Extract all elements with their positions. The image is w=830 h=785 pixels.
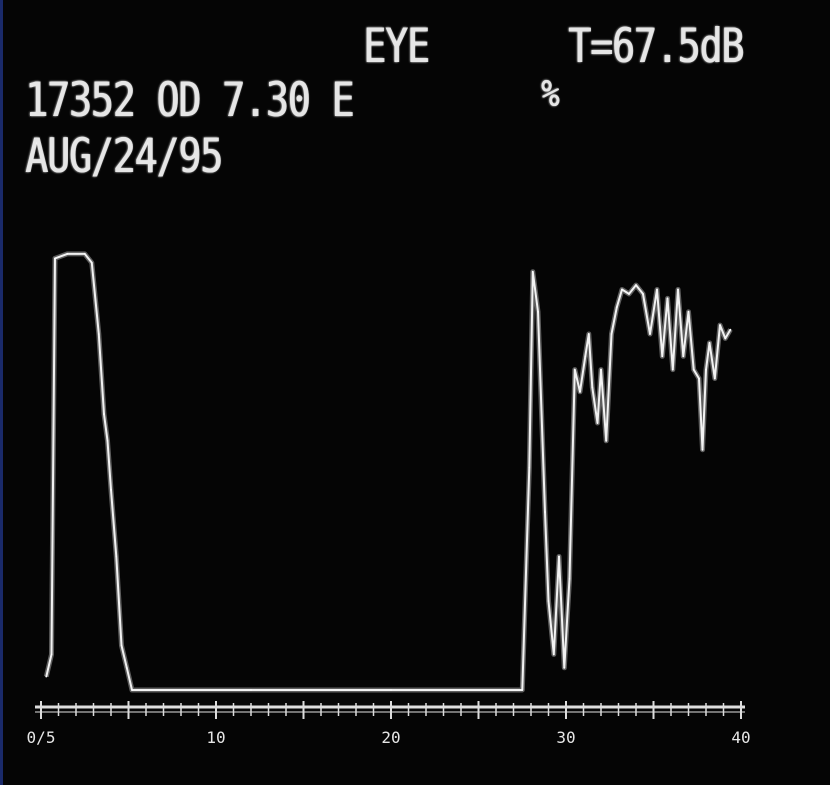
trace-point xyxy=(677,289,679,291)
trace-point xyxy=(605,440,607,442)
trace-line xyxy=(46,254,730,690)
trace-point xyxy=(91,262,93,264)
trace-point xyxy=(45,676,47,678)
trace-point xyxy=(521,689,523,691)
trace-point xyxy=(110,489,112,491)
trace-point xyxy=(693,369,695,371)
trace-point xyxy=(719,324,721,326)
trace-point xyxy=(84,253,86,255)
trace-point xyxy=(698,378,700,380)
x-axis: 0/5 10 20 30 40 xyxy=(27,701,751,747)
trace-point xyxy=(628,293,630,295)
trace-point xyxy=(682,355,684,357)
trace-point xyxy=(579,391,581,393)
trace-point xyxy=(121,645,123,647)
trace-glow xyxy=(46,254,730,690)
trace-point xyxy=(672,369,674,371)
trace-point xyxy=(584,355,586,357)
trace-point xyxy=(131,689,133,691)
x-tick-label: 20 xyxy=(381,728,400,747)
trace-point xyxy=(574,369,576,371)
trace-point xyxy=(688,311,690,313)
trace-point xyxy=(724,338,726,340)
trace-point xyxy=(107,440,109,442)
trace-point xyxy=(548,600,550,602)
trace-point xyxy=(66,253,68,255)
waveform-chart: 0/5 10 20 30 40 xyxy=(3,0,830,785)
trace-point xyxy=(667,298,669,300)
trace-point xyxy=(54,258,56,260)
trace-point xyxy=(635,284,637,286)
x-tick-label: 0/5 xyxy=(27,728,56,747)
trace-point xyxy=(709,342,711,344)
trace-point xyxy=(705,369,707,371)
trace-point xyxy=(702,449,704,451)
trace-group xyxy=(45,253,731,691)
trace-point xyxy=(98,333,100,335)
trace-point xyxy=(250,689,252,691)
trace-point xyxy=(528,467,530,469)
trace-point xyxy=(661,355,663,357)
trace-point xyxy=(563,667,565,669)
trace-point xyxy=(649,333,651,335)
trace-point xyxy=(600,369,602,371)
trace-point xyxy=(597,422,599,424)
trace-point xyxy=(126,667,128,669)
trace-point xyxy=(569,578,571,580)
x-tick-label: 10 xyxy=(206,728,225,747)
trace-point xyxy=(115,556,117,558)
trace-point xyxy=(544,511,546,513)
trace-point xyxy=(103,413,105,415)
trace-point xyxy=(642,293,644,295)
trace-point xyxy=(537,311,539,313)
trace-point xyxy=(51,654,53,656)
trace-point xyxy=(714,378,716,380)
trace-point xyxy=(390,689,392,691)
trace-point xyxy=(730,329,732,331)
trace-point xyxy=(616,307,618,309)
trace-point xyxy=(588,333,590,335)
trace-point xyxy=(591,387,593,389)
trace-point xyxy=(656,289,658,291)
x-tick-label: 30 xyxy=(556,728,575,747)
trace-point xyxy=(553,654,555,656)
trace-point xyxy=(611,333,613,335)
x-tick-label: 40 xyxy=(731,728,750,747)
trace-point xyxy=(532,271,534,273)
trace-point xyxy=(621,289,623,291)
trace-point xyxy=(558,556,560,558)
